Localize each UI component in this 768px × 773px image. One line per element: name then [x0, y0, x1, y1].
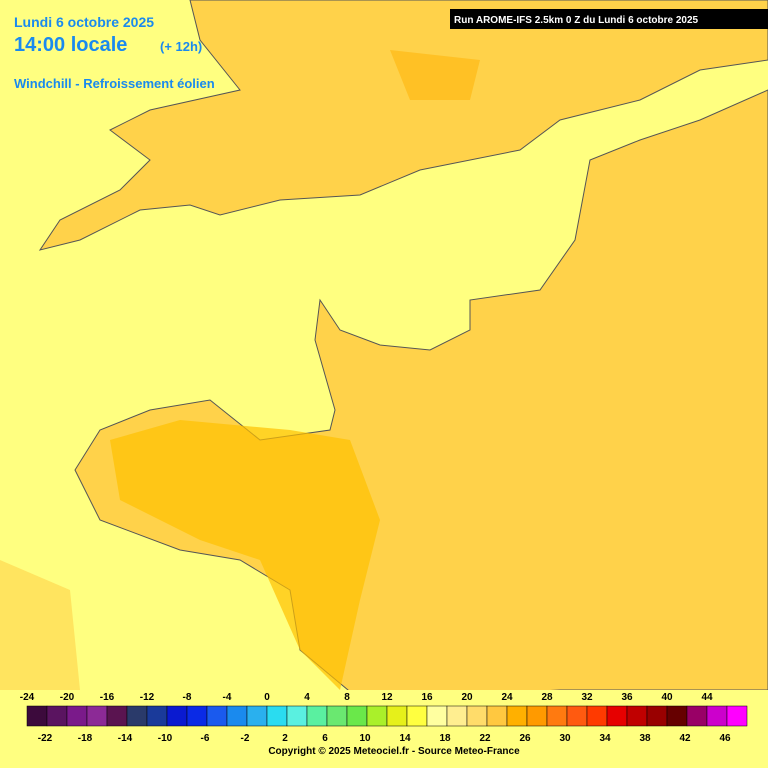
colorbar-label: -2 — [241, 733, 250, 744]
sea-warm — [0, 560, 80, 690]
colorbar-label: 4 — [304, 692, 310, 703]
colorbar-swatch — [546, 705, 568, 727]
colorbar-label: 18 — [439, 733, 451, 744]
colorbar-swatch — [186, 705, 208, 727]
colorbar-swatch — [226, 705, 248, 727]
colorbar-label: 0 — [264, 692, 270, 703]
colorbar-label: 12 — [381, 692, 393, 703]
colorbar: -24 -20 -16 -12 -8 -4 0 4 8 12 16 20 24 28 32 36 40 44-22… — [20, 692, 748, 744]
colorbar-swatch — [486, 705, 508, 727]
colorbar-label: 2 — [282, 733, 288, 744]
colorbar-swatch — [26, 705, 48, 727]
colorbar-swatch — [526, 705, 548, 727]
colorbar-label: 46 — [719, 733, 731, 744]
time: 14:00 locale — [14, 34, 127, 56]
colorbar-swatch — [326, 705, 348, 727]
colorbar-label: -14 — [118, 733, 133, 744]
colorbar-swatch — [206, 705, 228, 727]
colorbar-label: -6 — [201, 733, 210, 744]
lead: (+ 12h) — [160, 39, 202, 54]
colorbar-label: 8 — [344, 692, 350, 703]
colorbar-swatch — [646, 705, 668, 727]
legend-background — [0, 690, 768, 768]
colorbar-label: 42 — [679, 733, 691, 744]
colorbar-swatch — [86, 705, 108, 727]
colorbar-label: 24 — [501, 692, 513, 703]
colorbar-swatch — [346, 705, 368, 727]
warm-area — [390, 50, 480, 100]
run-box — [450, 9, 768, 29]
colorbar-swatch — [606, 705, 628, 727]
colorbar-label: -10 — [158, 733, 173, 744]
colorbar-swatch — [146, 705, 168, 727]
colorbar-label: 10 — [359, 733, 371, 744]
colorbar-swatch — [166, 705, 188, 727]
colorbar-swatch — [386, 705, 408, 727]
colorbar-label: 38 — [639, 733, 651, 744]
colorbar-swatch — [366, 705, 388, 727]
colorbar-label: 28 — [541, 692, 553, 703]
colorbar-label: -8 — [183, 692, 192, 703]
colorbar-label: -22 — [38, 733, 53, 744]
colorbar-label: 20 — [461, 692, 473, 703]
colorbar-swatch — [426, 705, 448, 727]
warm-area — [110, 420, 380, 690]
colorbar-label: 30 — [559, 733, 571, 744]
colorbar-swatch — [266, 705, 288, 727]
colorbar-label: -24 — [20, 692, 35, 703]
colorbar-swatch — [446, 705, 468, 727]
colorbar-swatch — [46, 705, 68, 727]
parameter: Windchill - Refroissement éolien — [14, 76, 215, 91]
colorbar-label: -12 — [140, 692, 155, 703]
run: Run AROME-IFS 2.5km 0 Z du Lundi 6 octob… — [454, 15, 699, 26]
colorbar-swatch — [566, 705, 588, 727]
colorbar-label: -16 — [100, 692, 115, 703]
colorbar-swatch — [406, 705, 428, 727]
colorbar-swatch — [286, 705, 308, 727]
colorbar-swatch — [626, 705, 648, 727]
colorbar-label: -4 — [223, 692, 232, 703]
colorbar-swatch — [66, 705, 88, 727]
colorbar-swatch — [666, 705, 688, 727]
colorbar-label: 36 — [621, 692, 633, 703]
colorbar-label: 22 — [479, 733, 491, 744]
colorbar-swatch — [466, 705, 488, 727]
colorbar-swatch — [126, 705, 148, 727]
colorbar-swatch — [686, 705, 708, 727]
date: Lundi 6 octobre 2025 — [14, 14, 154, 30]
england — [38, 0, 768, 251]
colorbar-label: 14 — [399, 733, 411, 744]
colorbar-swatch — [706, 705, 728, 727]
colorbar-label: 26 — [519, 733, 531, 744]
colorbar-swatch — [246, 705, 268, 727]
colorbar-label: 6 — [322, 733, 328, 744]
colorbar-swatch — [506, 705, 528, 727]
colorbar-swatch — [106, 705, 128, 727]
colorbar-label: 44 — [701, 692, 713, 703]
colorbar-swatch — [726, 705, 748, 727]
colorbar-label: 34 — [599, 733, 611, 744]
colorbar-label: 16 — [421, 692, 433, 703]
colorbar-label: 40 — [661, 692, 673, 703]
copyright: Copyright © 2025 Meteociel.fr - Source M… — [268, 746, 520, 757]
colorbar-label: -20 — [60, 692, 75, 703]
colorbar-swatch — [586, 705, 608, 727]
colorbar-swatch — [306, 705, 328, 727]
colorbar-label: -18 — [78, 733, 93, 744]
colorbar-label: 32 — [581, 692, 593, 703]
